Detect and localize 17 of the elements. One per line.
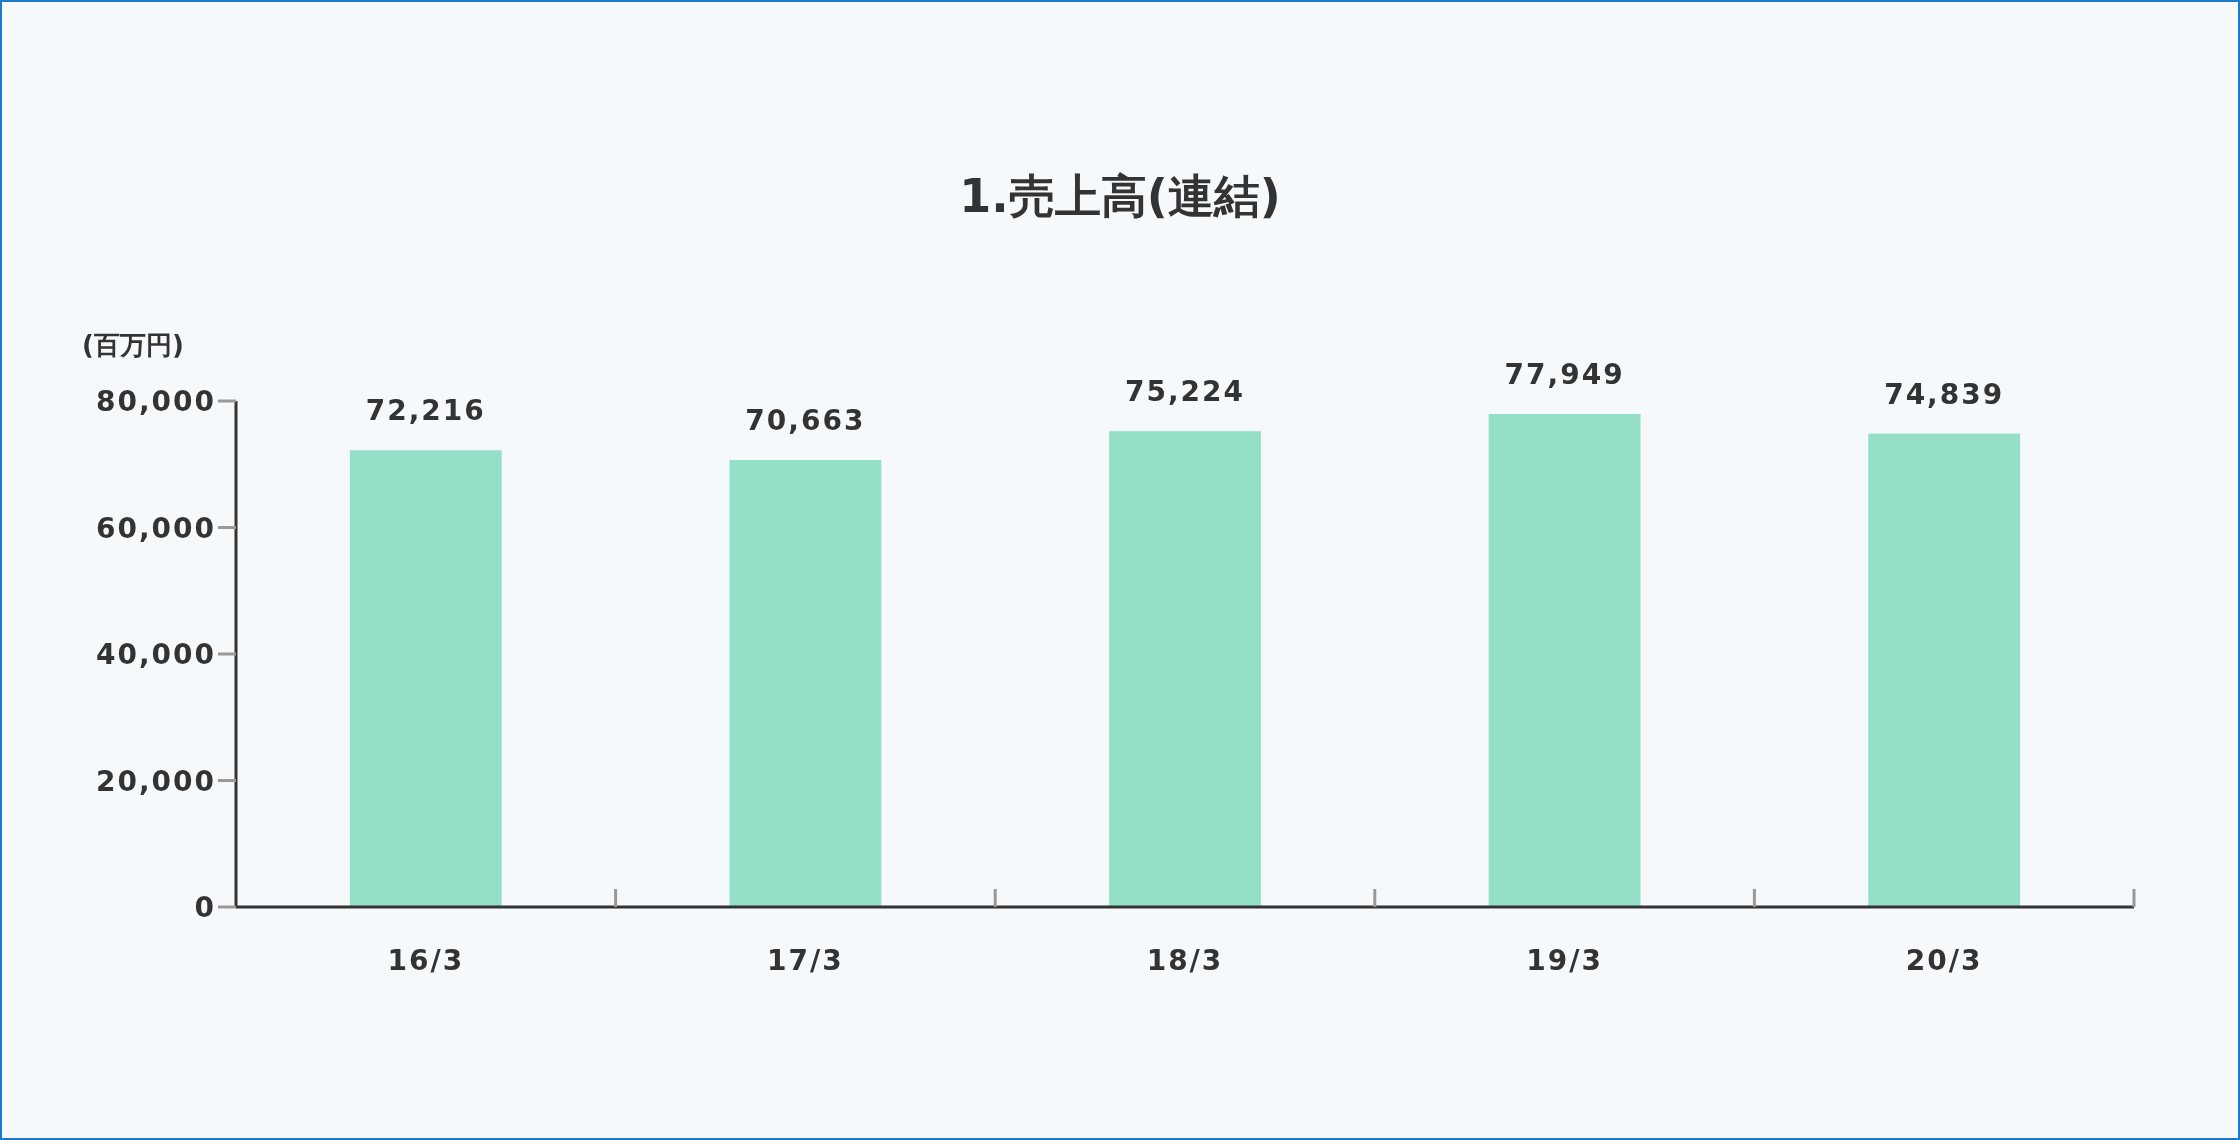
y-tick-label: 80,000 xyxy=(95,385,216,418)
x-tick-label: 18/3 xyxy=(1146,944,1224,977)
y-tick-label: 60,000 xyxy=(95,511,216,545)
y-axis-title: (百万円) xyxy=(82,330,184,360)
chart-title: 1.売上高(連結) xyxy=(959,169,1281,223)
data-label: 72,216 xyxy=(365,394,486,428)
data-label: 77,949 xyxy=(1504,357,1625,391)
x-tick-label: 20/3 xyxy=(1905,944,1983,977)
x-tick-label: 16/3 xyxy=(387,944,465,977)
y-tick-label: 20,000 xyxy=(95,764,216,798)
y-tick-label: 40,000 xyxy=(95,638,216,671)
x-tick-label: 17/3 xyxy=(767,944,844,977)
data-label: 70,663 xyxy=(745,404,866,438)
data-label: 74,839 xyxy=(1884,377,2005,411)
data-label: 75,224 xyxy=(1124,375,1246,409)
y-tick-label: 0 xyxy=(194,891,216,924)
x-tick-label: 19/3 xyxy=(1526,944,1603,977)
